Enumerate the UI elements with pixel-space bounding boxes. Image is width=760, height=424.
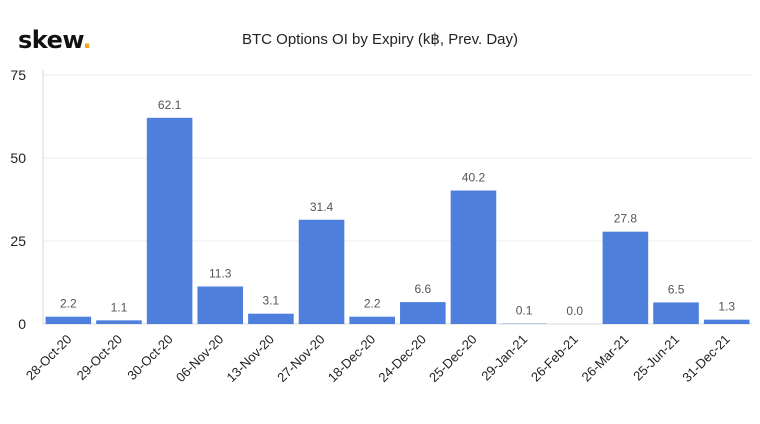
x-tick-label: 26-Mar-21 bbox=[579, 332, 632, 385]
x-tick-label: 18-Dec-20 bbox=[325, 332, 379, 386]
x-tick-label: 06-Nov-20 bbox=[173, 332, 227, 386]
logo-dot: . bbox=[82, 26, 92, 54]
x-tick-label: 27-Nov-20 bbox=[274, 332, 328, 386]
data-label: 0.1 bbox=[516, 304, 533, 318]
x-tick-label: 13-Nov-20 bbox=[223, 332, 277, 386]
x-tick-label: 29-Oct-20 bbox=[74, 332, 125, 383]
bar bbox=[298, 219, 345, 324]
bar bbox=[146, 117, 193, 324]
data-label: 2.2 bbox=[364, 297, 381, 311]
y-tick-label: 50 bbox=[10, 150, 26, 166]
data-label: 31.4 bbox=[310, 200, 334, 214]
bar bbox=[653, 302, 699, 324]
bar bbox=[703, 319, 750, 324]
y-tick-label: 25 bbox=[10, 233, 26, 249]
x-tick-label: 31-Dec-21 bbox=[679, 332, 733, 386]
data-label: 1.1 bbox=[111, 300, 128, 314]
x-tick-label: 24-Dec-20 bbox=[375, 332, 429, 386]
data-label: 11.3 bbox=[209, 266, 232, 280]
x-tick-label: 28-Oct-20 bbox=[23, 332, 74, 383]
data-label: 62.1 bbox=[158, 98, 182, 112]
bar bbox=[349, 316, 395, 324]
data-label: 1.3 bbox=[718, 300, 735, 314]
y-tick-label: 75 bbox=[10, 67, 26, 83]
x-tick-label: 26-Feb-21 bbox=[528, 332, 581, 385]
data-label: 6.5 bbox=[668, 282, 685, 296]
bar bbox=[96, 320, 142, 324]
bar bbox=[602, 231, 649, 324]
bar bbox=[45, 316, 92, 324]
y-tick-label: 0 bbox=[18, 316, 26, 332]
skew-logo: skew. bbox=[18, 26, 92, 54]
data-label: 3.1 bbox=[263, 294, 280, 308]
data-label: 0.0 bbox=[566, 304, 583, 318]
x-tick-label: 25-Jun-21 bbox=[630, 332, 682, 384]
x-tick-label: 29-Jan-21 bbox=[478, 332, 530, 384]
bar bbox=[248, 313, 294, 324]
bar bbox=[450, 190, 497, 324]
data-label: 40.2 bbox=[462, 171, 486, 185]
chart-title: BTC Options OI by Expiry (k฿, Prev. Day) bbox=[242, 31, 518, 48]
logo-text: skew bbox=[18, 26, 83, 54]
data-label: 27.8 bbox=[614, 212, 638, 226]
bar bbox=[197, 286, 244, 324]
bar bbox=[400, 302, 446, 324]
data-label: 6.6 bbox=[414, 282, 431, 296]
data-label: 2.2 bbox=[60, 297, 77, 311]
x-tick-label: 25-Dec-20 bbox=[426, 332, 480, 386]
x-tick-label: 30-Oct-20 bbox=[124, 332, 175, 383]
